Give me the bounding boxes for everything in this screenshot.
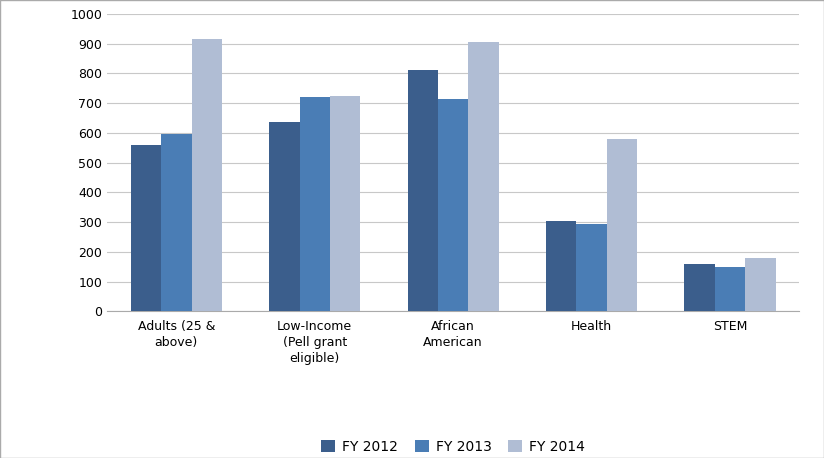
Bar [715, 267, 745, 311]
Legend: FY 2012, FY 2013, FY 2014: FY 2012, FY 2013, FY 2014 [316, 434, 591, 458]
Bar [269, 122, 300, 311]
Bar [685, 264, 715, 311]
Bar [546, 221, 577, 311]
Bar [745, 258, 775, 311]
Bar [438, 98, 468, 311]
Bar [131, 145, 162, 311]
Bar [468, 42, 499, 311]
Bar [577, 224, 606, 311]
Bar [408, 71, 438, 311]
Bar [191, 39, 222, 311]
Bar [606, 139, 637, 311]
Bar [300, 97, 330, 311]
Bar [162, 134, 191, 311]
Bar [330, 96, 360, 311]
